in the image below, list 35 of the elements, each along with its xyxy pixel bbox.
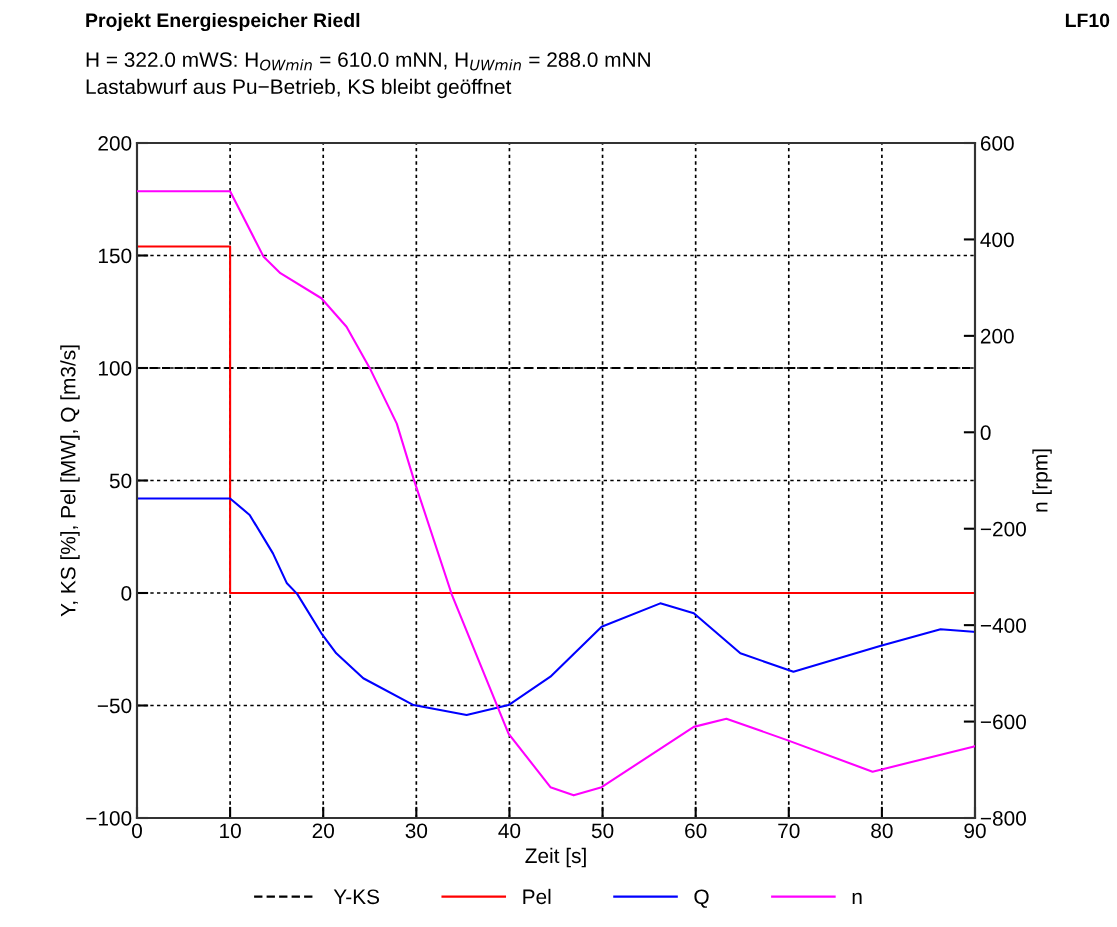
y-tick-label: 0 [121,586,132,601]
text: LF10 [1065,13,1110,28]
x-tick-label: 60 [685,823,707,839]
y-axis-title: Y, KS [%], Pel [MW], Q [m3/s] [60,345,80,617]
y2-tick-label: 0 [980,425,991,441]
y2-tick-label: −200 [980,521,1026,537]
x-tick-label: 80 [871,823,893,839]
x-tick-label: 70 [778,823,800,839]
y-tick-label: −50 [97,698,132,714]
legend-label: n [852,892,862,904]
y-tick-label: −100 [86,811,132,826]
legend-label: Q [694,889,709,908]
line-series [137,190,975,797]
x-axis-title: Zeit [s] [525,847,586,868]
x-tick-label: 0 [132,823,142,839]
legend-label: Pel [523,888,551,905]
y2-axis-title: n [rpm] [1032,449,1052,512]
chart-subtitle: H = 322.0 mWS: H$_{OWmin}$ = 610.0 mNN, H$_{UWmin}$ = 288.0 mNN Lastabwurf aus Pu−Betrieb, KS bleibt geöffnet [86,52,650,99]
y2-tick-label: 400 [980,232,1014,248]
y2-tick-label: −400 [980,618,1026,633]
y2-tick-label: 600 [980,136,1014,151]
x-tick-label: 30 [405,823,428,839]
y-tick-label: 150 [98,248,132,264]
x-tick-label: 10 [220,823,241,839]
y-tick-label: 200 [98,136,132,151]
x-tick-label: 40 [498,823,521,839]
y2-tick-label: 200 [980,328,1014,344]
line-series [137,497,975,716]
y-tick-label: 100 [98,361,132,376]
y-tick-label: 50 [109,473,132,489]
y2-tick-label: −600 [980,714,1026,730]
chart-title: Projekt Energiespeicher Riedl [86,12,360,32]
legend-label: Y-KS [333,889,380,905]
x-tick-label: 50 [591,823,614,839]
x-tick-label: 20 [312,823,334,839]
